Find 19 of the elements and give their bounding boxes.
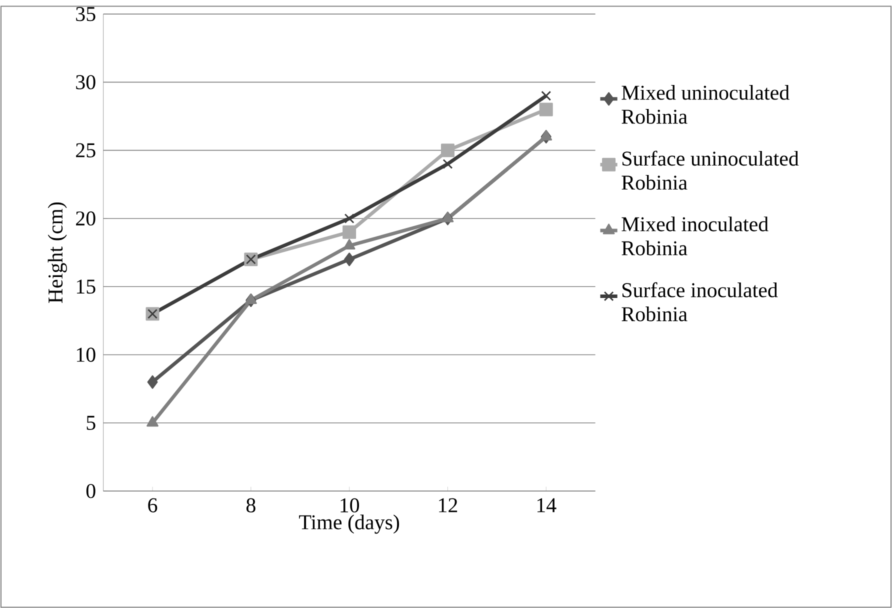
x-tick-label: 14 (537, 498, 556, 512)
y-tick-label: 35 (76, 6, 96, 21)
legend-label: Mixed inoculated Robinia (622, 216, 768, 256)
y-tick-label: 30 (76, 74, 96, 90)
x-tick-label: 6 (148, 498, 158, 512)
y-tick-label: 15 (76, 279, 96, 294)
x-tick-label: 12 (439, 498, 458, 512)
y-tick-label: 25 (76, 143, 96, 158)
legend-label: Surface uninoculated Robinia (622, 150, 799, 190)
x-tick-label: 10 (340, 498, 360, 512)
legend-label: Surface inoculated Robinia (622, 282, 778, 322)
y-tick-label: 20 (76, 211, 96, 226)
legend-label: Mixed uninoculated Robinia (622, 84, 790, 124)
x-axis-title: Time (days) (299, 514, 400, 534)
y-tick-label: 5 (86, 416, 96, 430)
x-tick-label: 8 (246, 498, 256, 512)
y-tick-label: 0 (86, 484, 96, 498)
y-axis-title: Height (cm) (48, 202, 67, 303)
y-tick-label: 10 (76, 348, 96, 362)
